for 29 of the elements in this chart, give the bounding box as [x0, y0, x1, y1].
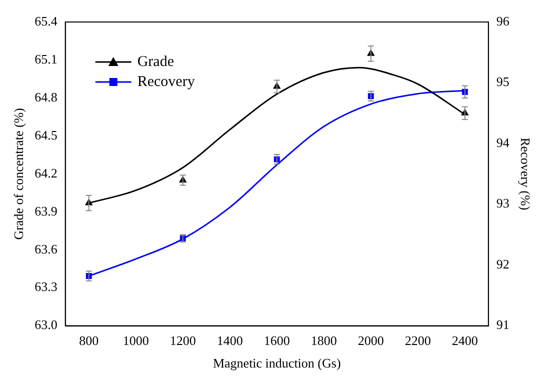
y-tick-label: 63.3	[34, 279, 58, 294]
y-tick-label: 64.8	[34, 89, 58, 104]
x-axis-title: Magnetic induction (Gs)	[212, 356, 341, 371]
x-tick-label: 1000	[122, 333, 149, 348]
x-tick-label: 1800	[310, 333, 337, 348]
y-tick-label: 64.5	[34, 127, 58, 142]
y2-tick-label: 95	[496, 74, 510, 90]
x-tick-label: 1400	[216, 333, 243, 348]
legend-label: Grade	[137, 54, 174, 70]
y2-tick-label: 91	[496, 317, 510, 332]
y2-tick-label: 93	[496, 196, 510, 211]
y2-tick-label: 92	[496, 256, 510, 272]
y-tick-label: 64.2	[34, 165, 58, 180]
x-tick-label: 1600	[264, 333, 290, 348]
y-tick-label: 65.1	[34, 51, 58, 66]
y2-tick-label: 96	[496, 13, 510, 28]
x-tick-label: 2400	[452, 333, 478, 348]
x-tick-label: 800	[79, 333, 99, 348]
y-tick-label: 63.0	[34, 317, 58, 332]
y-tick-label: 63.6	[34, 241, 58, 256]
y2-axis-title: Recovery (%)	[518, 138, 533, 210]
y-axis-title: Grade of concentrate (%)	[11, 108, 26, 240]
legend-label: Recovery	[137, 74, 196, 90]
y-tick-label: 65.4	[34, 13, 58, 28]
x-tick-label: 2000	[358, 333, 384, 348]
x-tick-label: 2200	[404, 333, 431, 348]
y-tick-label: 63.9	[34, 203, 58, 218]
x-tick-label: 1200	[170, 333, 196, 348]
y2-tick-label: 94	[496, 134, 510, 150]
